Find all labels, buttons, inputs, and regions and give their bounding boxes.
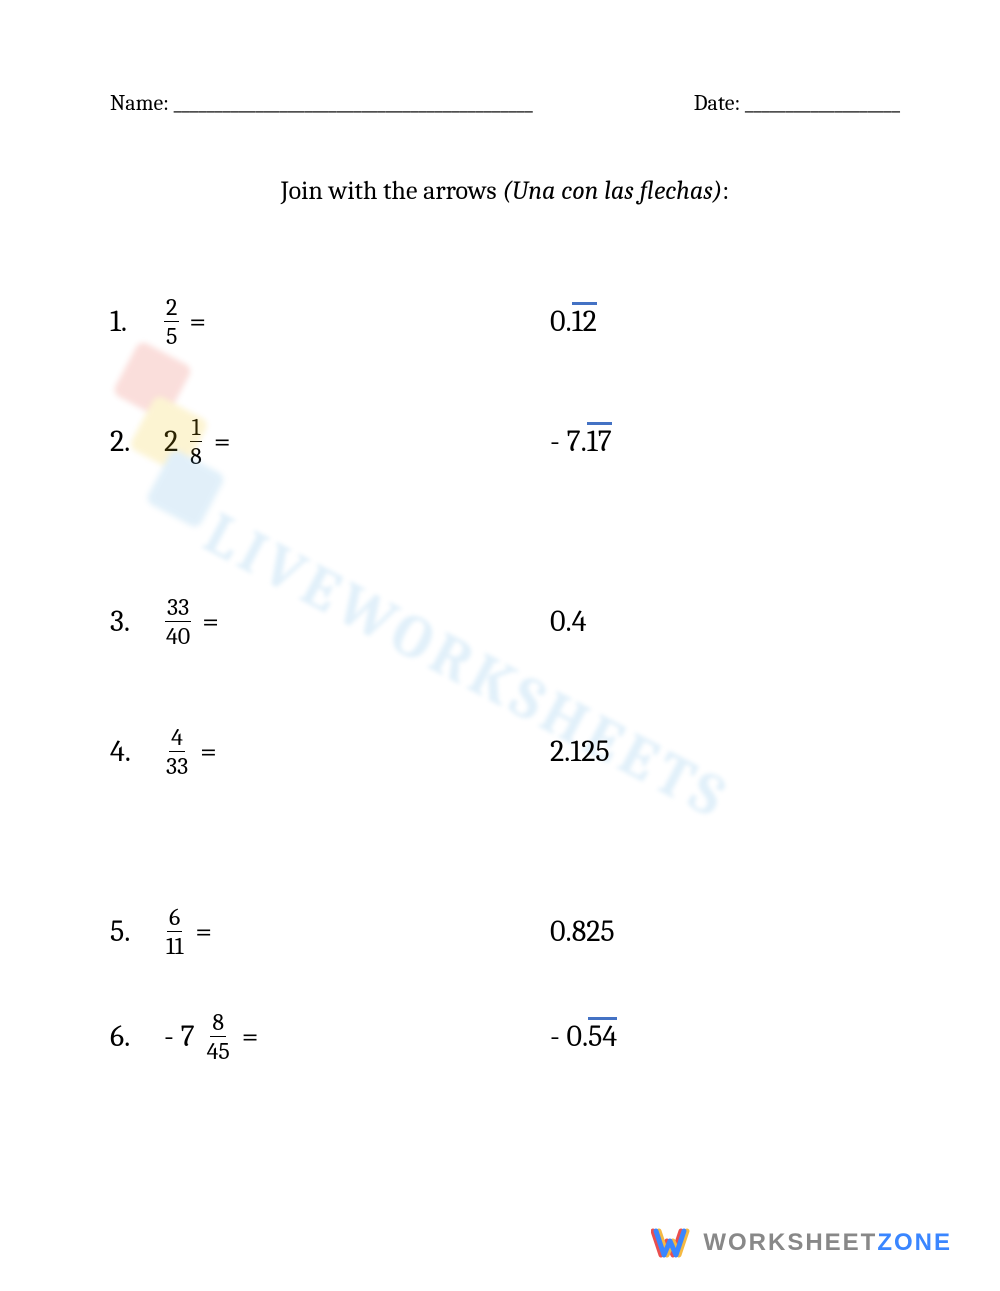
answer-repeating: 54 xyxy=(588,1019,617,1054)
answer[interactable]: 0.12 xyxy=(550,304,597,339)
equals-sign: = xyxy=(189,304,206,339)
brand-word-1: WORKSHEET xyxy=(703,1229,877,1256)
answer-text: 0.4 xyxy=(550,604,586,639)
problem-number: 5. xyxy=(110,914,146,949)
answer[interactable]: - 7.17 xyxy=(550,424,612,459)
answer-prefix: - 0. xyxy=(550,1019,588,1054)
fraction: 4 33 xyxy=(164,725,190,778)
fraction-numerator: 33 xyxy=(165,595,191,622)
fraction-numerator: 6 xyxy=(167,905,182,932)
fraction-denominator: 5 xyxy=(164,322,179,348)
fraction-denominator: 11 xyxy=(164,932,185,958)
equals-sign: = xyxy=(242,1019,259,1054)
equals-sign: = xyxy=(214,424,231,459)
fraction: 8 45 xyxy=(205,1010,232,1063)
fraction-denominator: 33 xyxy=(164,752,190,778)
problem-row: 4. 4 33 = 2.125 xyxy=(110,716,900,786)
header-line: Name: __________________________________… xyxy=(110,90,900,116)
problems-container: 1. 2 5 = 0.12 2. 2 1 8 = - 7.17 3. xyxy=(110,286,900,1071)
answer[interactable]: 2.125 xyxy=(550,734,610,769)
fraction: 33 40 xyxy=(164,595,192,648)
fraction-numerator: 4 xyxy=(169,725,185,752)
fraction: 2 5 xyxy=(164,295,179,348)
fraction-numerator: 1 xyxy=(190,415,203,442)
problem-left[interactable]: 1. 2 5 = xyxy=(110,295,550,348)
equals-sign: = xyxy=(202,604,219,639)
fraction-denominator: 45 xyxy=(205,1037,232,1063)
fraction-numerator: 8 xyxy=(210,1010,226,1037)
fraction-numerator: 2 xyxy=(164,295,179,322)
fraction-denominator: 8 xyxy=(188,442,204,468)
problem-left[interactable]: 4. 4 33 = xyxy=(110,725,550,778)
instruction: Join with the arrows (Una con las flecha… xyxy=(110,176,900,206)
brand-logo-icon xyxy=(651,1223,691,1263)
date-field[interactable]: Date: ___________________ xyxy=(694,90,900,116)
problem-row: 6. - 7 8 45 = - 0.54 xyxy=(110,1001,900,1071)
problem-left[interactable]: 3. 33 40 = xyxy=(110,595,550,648)
brand-text: WORKSHEETZONE xyxy=(703,1229,952,1257)
mixed-whole: 2 xyxy=(164,424,178,459)
problem-row: 2. 2 1 8 = - 7.17 xyxy=(110,406,900,476)
answer-repeating: 12 xyxy=(572,304,597,339)
brand-word-2: ZONE xyxy=(877,1229,952,1256)
problem-number: 4. xyxy=(110,734,146,769)
instruction-italic: (Una con las flechas) xyxy=(502,176,722,206)
answer-prefix: - 7. xyxy=(550,424,587,459)
answer-text: 2.125 xyxy=(550,734,610,769)
answer[interactable]: - 0.54 xyxy=(550,1019,617,1054)
problem-row: 5. 6 11 = 0.825 xyxy=(110,896,900,966)
problem-number: 6. xyxy=(110,1019,146,1054)
answer-repeating: 17 xyxy=(587,424,612,459)
fraction: 1 8 xyxy=(188,415,204,468)
answer[interactable]: 0.825 xyxy=(550,914,615,949)
problem-row: 3. 33 40 = 0.4 xyxy=(110,586,900,656)
instruction-main: Join with the arrows xyxy=(281,176,503,206)
problem-row: 1. 2 5 = 0.12 xyxy=(110,286,900,356)
mixed-whole: - 7 xyxy=(164,1019,195,1054)
fraction-denominator: 40 xyxy=(164,622,192,648)
fraction: 6 11 xyxy=(164,905,185,958)
answer-text: 0.825 xyxy=(550,914,615,949)
instruction-suffix: : xyxy=(722,176,729,206)
problem-left[interactable]: 6. - 7 8 45 = xyxy=(110,1010,550,1063)
problem-left[interactable]: 5. 6 11 = xyxy=(110,905,550,958)
answer[interactable]: 0.4 xyxy=(550,604,586,639)
equals-sign: = xyxy=(195,914,212,949)
equals-sign: = xyxy=(200,734,217,769)
name-field[interactable]: Name: __________________________________… xyxy=(110,90,533,116)
problem-number: 3. xyxy=(110,604,146,639)
problem-number: 2. xyxy=(110,424,146,459)
problem-number: 1. xyxy=(110,304,146,339)
answer-prefix: 0. xyxy=(550,304,572,339)
footer-brand: WORKSHEETZONE xyxy=(651,1223,952,1263)
problem-left[interactable]: 2. 2 1 8 = xyxy=(110,415,550,468)
